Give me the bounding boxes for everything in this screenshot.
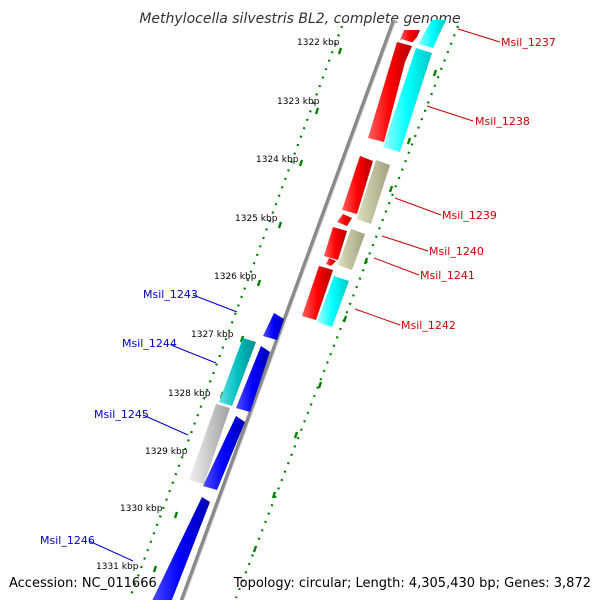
gene-msil-1241-tail bbox=[326, 258, 336, 266]
gene-cyan-1238[interactable] bbox=[383, 48, 432, 152]
gene-label-msil-1239[interactable]: Msil_1239 bbox=[442, 209, 497, 222]
gene-msil-1246[interactable] bbox=[150, 497, 210, 600]
gene-gray-1245[interactable] bbox=[189, 404, 230, 484]
gene-khaki-1241[interactable] bbox=[338, 229, 365, 270]
gene-teal-1244[interactable] bbox=[219, 338, 256, 406]
gene-label-msil-1244[interactable]: Msil_1244 bbox=[122, 337, 177, 350]
gene-msil-1244[interactable] bbox=[236, 346, 270, 412]
forward-labels: Msil_1237 Msil_1238 Msil_1239 Msil_1240 … bbox=[401, 36, 556, 332]
topology-text: Topology: circular; Length: 4,305,430 bp… bbox=[233, 576, 591, 591]
inner-dotted-track bbox=[234, 25, 460, 599]
gene-msil-1242[interactable] bbox=[302, 266, 333, 320]
tick-label: 1323 kbp bbox=[277, 97, 320, 107]
accession-text: Accession: NC_011666 bbox=[9, 576, 157, 591]
genome-backbone-highlight bbox=[183, 19, 397, 600]
gene-msil-1240[interactable] bbox=[337, 214, 352, 226]
gene-separators bbox=[342, 39, 415, 217]
map-title: Methylocella silvestris BL2, complete ge… bbox=[139, 11, 460, 27]
tick-label: 1329 kbp bbox=[145, 447, 188, 457]
gene-khaki-1239[interactable] bbox=[357, 160, 390, 224]
tick-label: 1331 kbp bbox=[96, 562, 139, 572]
tick-label: 1326 kbp bbox=[214, 272, 257, 282]
gene-label-msil-1240[interactable]: Msil_1240 bbox=[429, 245, 484, 258]
gene-msil-1239[interactable] bbox=[342, 156, 373, 214]
forward-highlight-genes bbox=[317, 20, 446, 327]
inner-major-ticks bbox=[252, 69, 438, 553]
reverse-genes bbox=[150, 313, 284, 600]
tick-label: 1328 kbp bbox=[168, 389, 211, 399]
gene-label-msil-1241[interactable]: Msil_1241 bbox=[420, 269, 475, 282]
forward-leaders bbox=[354, 28, 501, 326]
tick-labels: 1322 kbp 1323 kbp 1324 kbp 1325 kbp 1326… bbox=[96, 38, 340, 572]
gene-msil-1238[interactable] bbox=[368, 42, 412, 142]
forward-genes bbox=[302, 30, 420, 320]
gene-label-msil-1246[interactable]: Msil_1246 bbox=[40, 534, 95, 547]
gene-label-msil-1243[interactable]: Msil_1243 bbox=[143, 288, 198, 301]
gene-label-msil-1237[interactable]: Msil_1237 bbox=[501, 36, 556, 49]
gene-msil-1243[interactable] bbox=[263, 313, 284, 340]
gene-label-msil-1242[interactable]: Msil_1242 bbox=[401, 319, 456, 332]
tick-label: 1327 kbp bbox=[191, 330, 234, 340]
genome-backbone bbox=[179, 19, 396, 600]
reverse-leaders bbox=[88, 294, 238, 562]
gene-label-msil-1238[interactable]: Msil_1238 bbox=[475, 115, 530, 128]
tick-label: 1322 kbp bbox=[297, 38, 340, 48]
gene-cyan-1242[interactable] bbox=[317, 276, 349, 327]
gene-msil-1245[interactable] bbox=[203, 416, 245, 490]
tick-label: 1330 kbp bbox=[120, 504, 163, 514]
tick-label: 1325 kbp bbox=[235, 214, 278, 224]
gene-msil-1241[interactable] bbox=[324, 227, 347, 260]
gene-label-msil-1245[interactable]: Msil_1245 bbox=[94, 408, 149, 421]
tick-label: 1324 kbp bbox=[256, 155, 299, 165]
reverse-highlight-genes bbox=[189, 338, 256, 484]
reverse-labels: Msil_1243 Msil_1244 Msil_1245 Msil_1246 bbox=[40, 288, 198, 547]
gene-cyan-1237[interactable] bbox=[418, 20, 446, 48]
